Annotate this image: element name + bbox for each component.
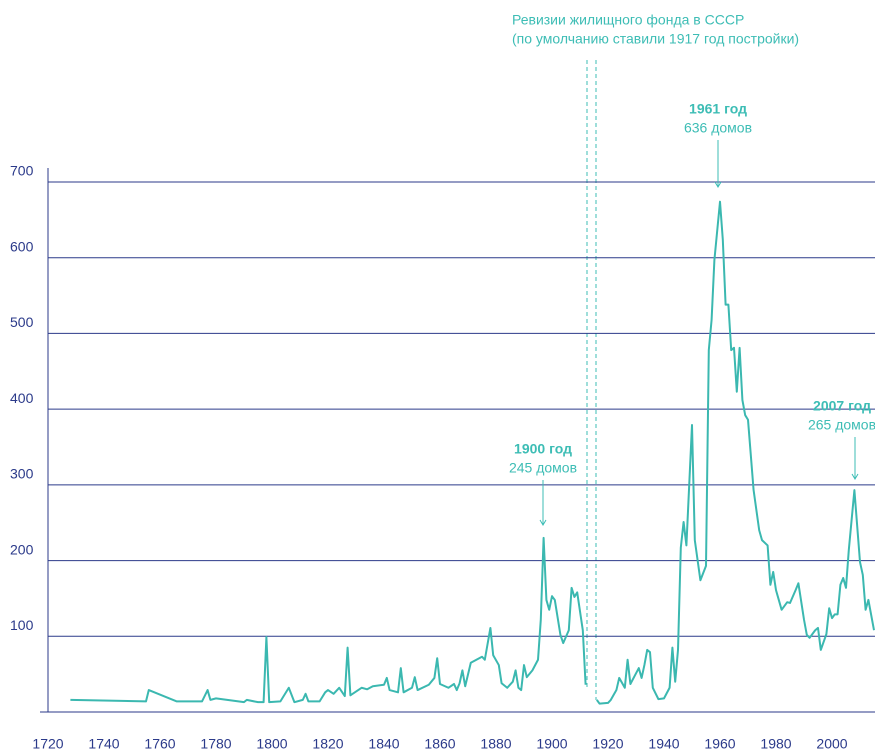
- x-tick-label: 1960: [704, 736, 735, 752]
- annotation: 245 домов: [509, 460, 577, 476]
- x-tick-label: 1800: [256, 736, 287, 752]
- annotation-title: 1961 год: [689, 101, 747, 117]
- x-tick-label: 1780: [200, 736, 231, 752]
- y-tick-label: 600: [10, 238, 34, 254]
- annotation-title: 1900 год: [514, 441, 572, 457]
- x-tick-label: 2000: [816, 736, 847, 752]
- x-tick-label: 1720: [32, 736, 63, 752]
- x-tick-label: 1820: [312, 736, 343, 752]
- x-tick-label: 1900: [536, 736, 567, 752]
- x-tick-label: 1840: [368, 736, 399, 752]
- x-tick-label: 1860: [424, 736, 455, 752]
- data-line: [70, 200, 875, 705]
- annotation: 636 домов: [684, 120, 752, 136]
- y-tick-label: 200: [10, 541, 34, 557]
- annotation: Ревизии жилищного фонда в СССР: [512, 12, 744, 28]
- x-tick-label: 1740: [88, 736, 119, 752]
- x-tick-label: 1920: [592, 736, 623, 752]
- y-tick-label: 700: [10, 163, 34, 179]
- annotation: 265 домов: [808, 417, 875, 433]
- x-tick-label: 1760: [144, 736, 175, 752]
- annotation-arrowhead: [539, 519, 547, 526]
- x-tick-label: 1940: [648, 736, 679, 752]
- annotation-arrowhead: [851, 473, 859, 480]
- x-tick-label: 1980: [760, 736, 791, 752]
- annotation-arrowhead: [714, 181, 722, 188]
- y-tick-label: 500: [10, 314, 34, 330]
- y-tick-label: 100: [10, 617, 34, 633]
- annotation: (по умолчанию ставили 1917 год постройки…: [512, 31, 799, 47]
- y-tick-label: 400: [10, 390, 34, 406]
- x-tick-label: 1880: [480, 736, 511, 752]
- annotation-title: 2007 год: [813, 398, 871, 414]
- y-tick-label: 300: [10, 466, 34, 482]
